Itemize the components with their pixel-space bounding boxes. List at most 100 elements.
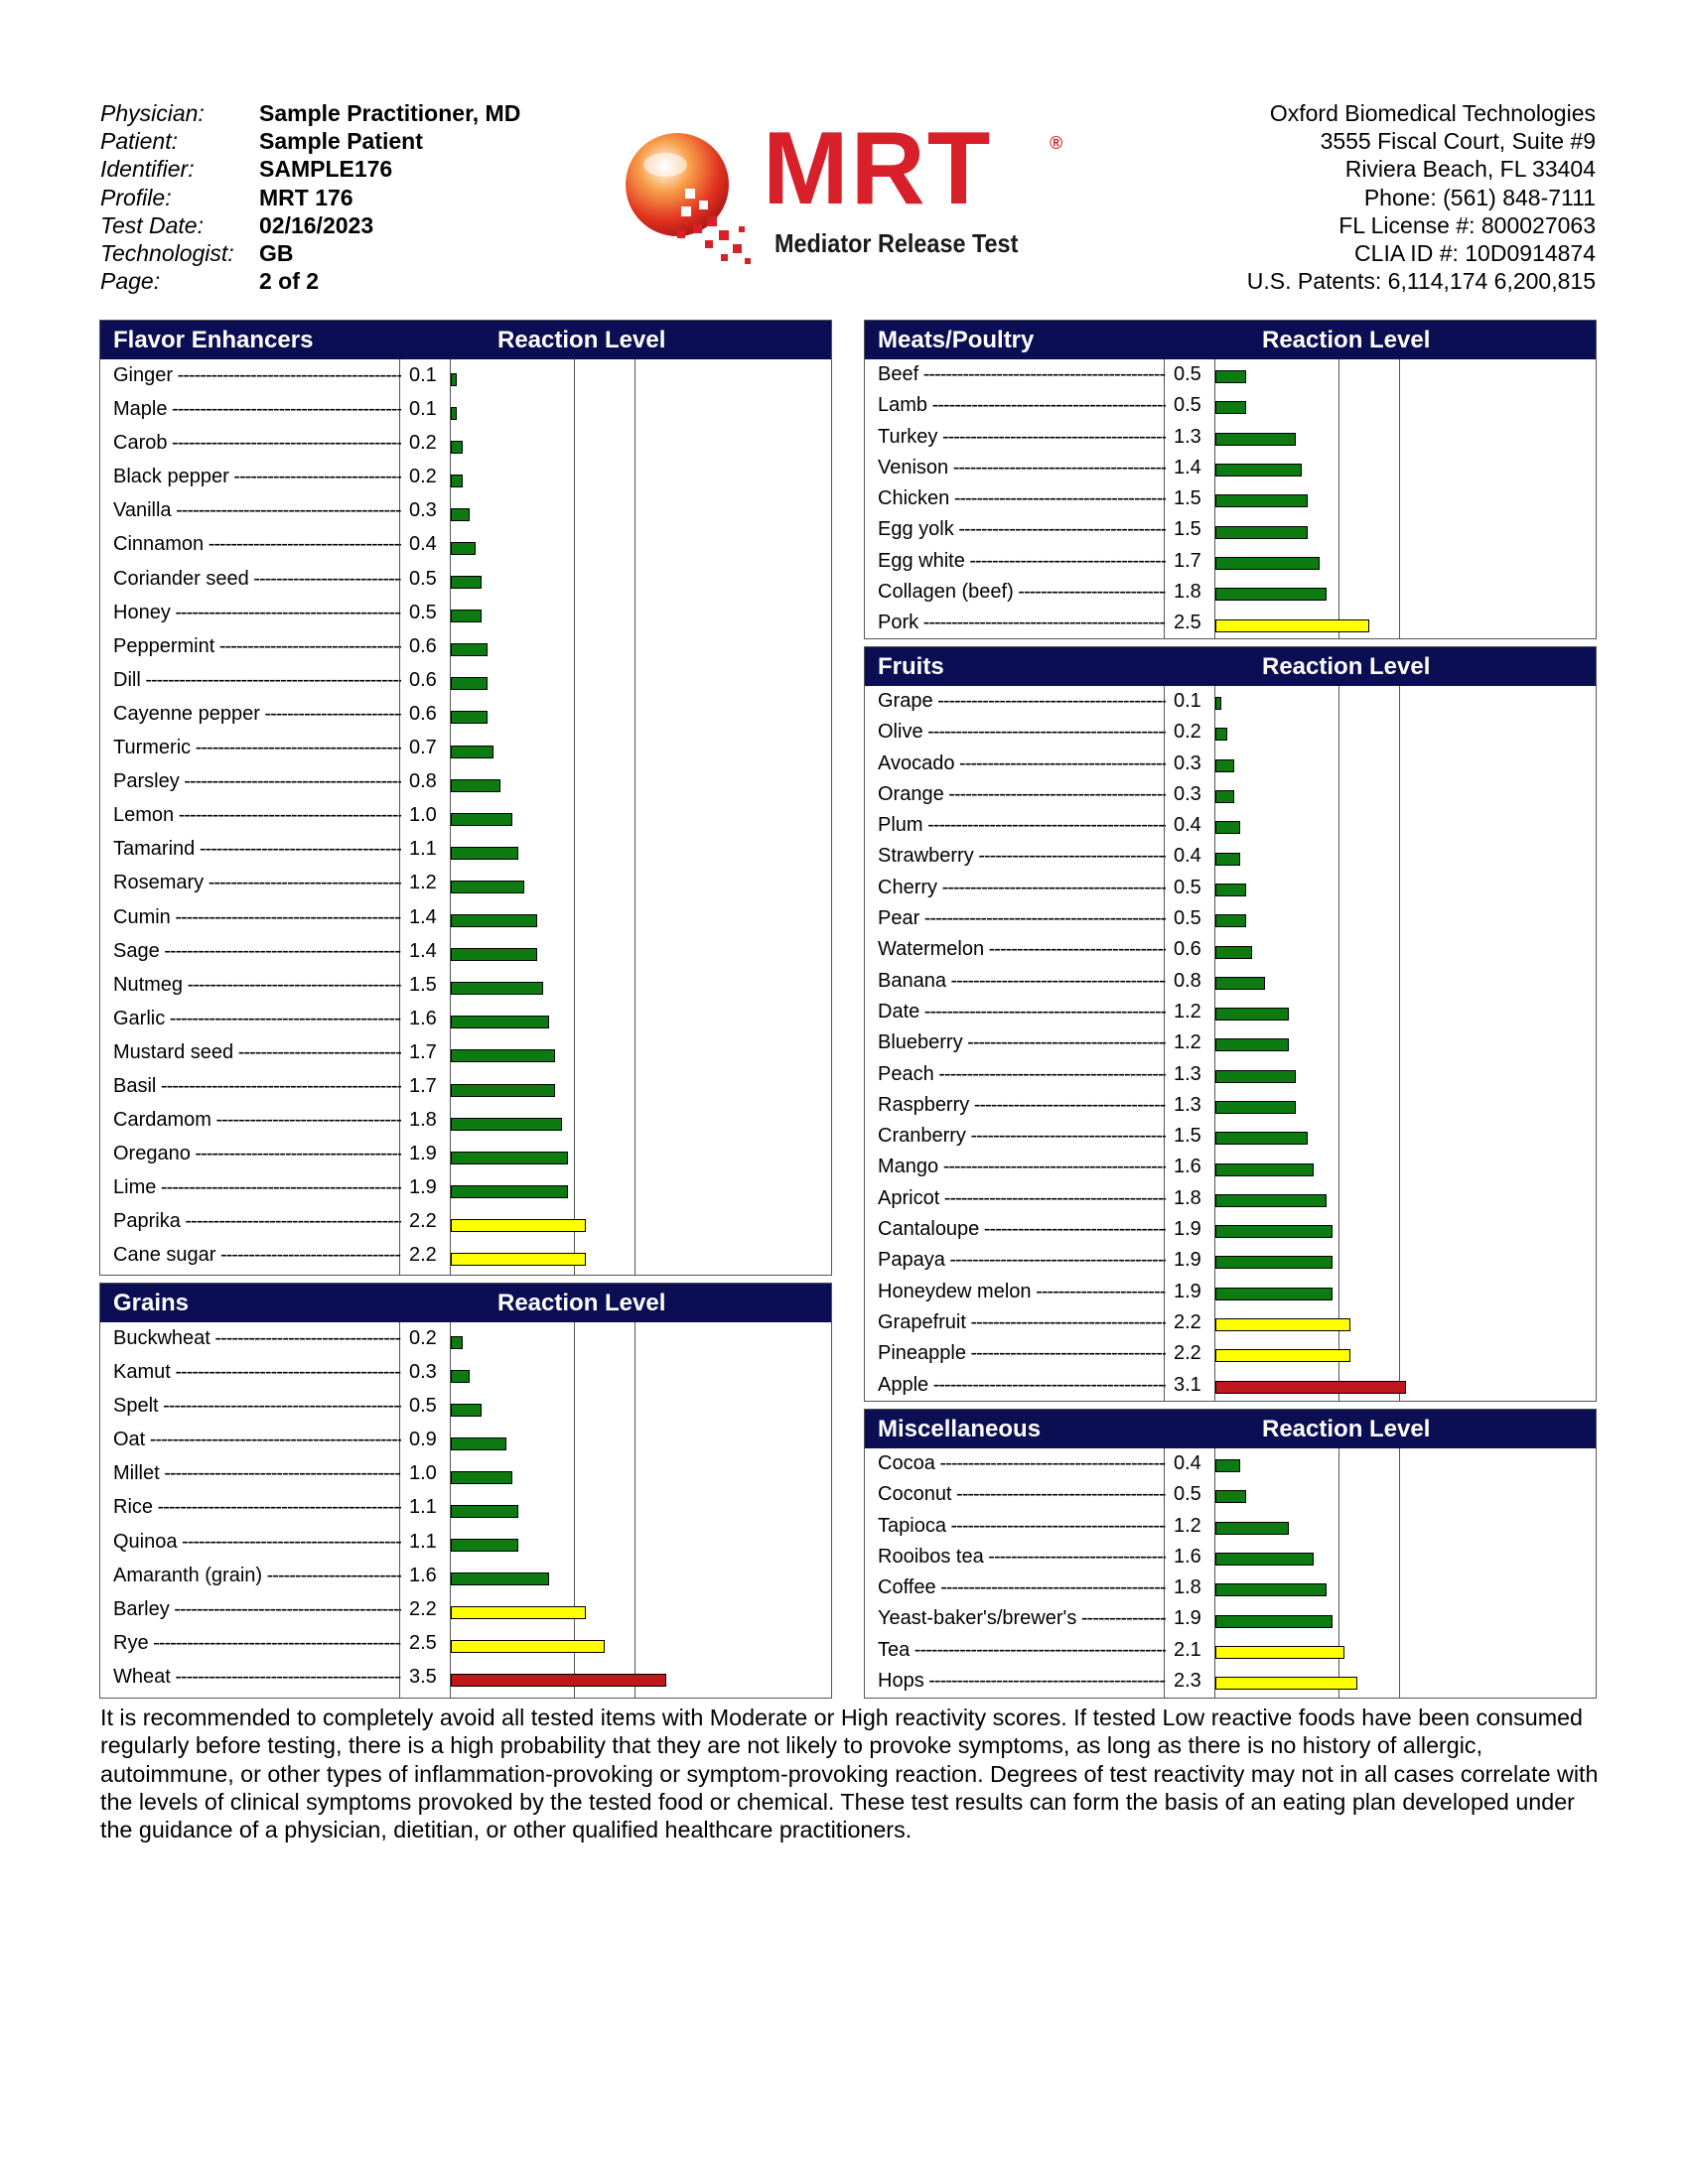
reaction-bar	[451, 1083, 556, 1097]
reaction-bar	[1215, 728, 1228, 742]
item-name: Quinoa	[113, 1531, 401, 1554]
item-value: 1.2	[1174, 1000, 1201, 1023]
item-value: 1.9	[409, 1143, 437, 1165]
reaction-level-header: Reaction Level	[1262, 327, 1431, 353]
item-row: Papaya 1.9	[865, 1246, 1596, 1277]
item-name: Cantaloupe	[878, 1218, 1166, 1241]
info-technologist: Technologist: GB	[100, 239, 520, 267]
lab-line: Phone: (561) 848-7111	[1363, 184, 1596, 210]
item-name: Egg white	[878, 550, 1166, 573]
item-value: 1.6	[1174, 1156, 1201, 1178]
item-row: Maple 0.1	[100, 395, 831, 429]
item-value: 0.3	[1174, 782, 1201, 805]
item-row: Ginger 0.1	[100, 361, 831, 395]
item-row: Peppermint 0.6	[100, 632, 831, 666]
item-value: 1.4	[409, 939, 437, 962]
reaction-bar	[1215, 1162, 1315, 1176]
reaction-bar	[451, 1572, 550, 1586]
info-test-date: Test Date: 02/16/2023	[100, 211, 520, 239]
item-row: Nutmeg 1.5	[100, 971, 831, 1005]
item-name: Black pepper	[113, 466, 401, 488]
item-value: 1.5	[409, 973, 437, 996]
reaction-bar	[451, 745, 494, 758]
reaction-bar	[1215, 1583, 1327, 1597]
item-row: Mango 1.6	[865, 1153, 1596, 1183]
info-label: Technologist:	[100, 240, 234, 267]
item-row: Millet 1.0	[100, 1459, 831, 1493]
reaction-bar	[451, 507, 470, 521]
reaction-bar	[1215, 1069, 1296, 1083]
reaction-bar	[451, 542, 476, 556]
item-name: Watermelon	[878, 938, 1166, 961]
logo-brand: MRT	[763, 111, 993, 226]
reaction-bar	[451, 1335, 464, 1349]
item-name: Rye	[113, 1632, 401, 1655]
item-name: Blueberry	[878, 1031, 1166, 1054]
item-value: 1.4	[1174, 456, 1201, 478]
reaction-bar	[451, 406, 458, 420]
lab-line: 3555 Fiscal Court, Suite #9	[1320, 128, 1596, 155]
reaction-bar	[451, 914, 537, 928]
item-name: Grape	[878, 690, 1166, 713]
item-row: Collagen (beef) 1.8	[865, 578, 1596, 609]
item-row: Date 1.2	[865, 998, 1596, 1028]
lab-line: U.S. Patents: 6,114,174 6,200,815	[1246, 268, 1596, 295]
reaction-bar	[1215, 1349, 1351, 1363]
info-value: 02/16/2023	[259, 211, 374, 238]
item-list: Grape 0.1 Olive 0.2 Avocado 0.3 Orange 0.3 Plum 0…	[865, 687, 1596, 1402]
item-value: 0.5	[1174, 1483, 1201, 1506]
item-row: Coffee 1.8	[865, 1573, 1596, 1604]
item-name: Raspberry	[878, 1094, 1166, 1117]
item-name: Honeydew melon	[878, 1281, 1166, 1303]
reaction-bar	[451, 576, 482, 590]
item-row: Paprika 2.2	[100, 1207, 831, 1241]
item-name: Chicken	[878, 487, 1166, 510]
reaction-bar	[1215, 556, 1321, 570]
reaction-bar	[451, 1016, 550, 1029]
item-row: Apple 3.1	[865, 1371, 1596, 1402]
item-value: 1.2	[1174, 1514, 1201, 1537]
info-label: Patient:	[100, 128, 178, 155]
item-value: 0.6	[1174, 938, 1201, 961]
item-name: Basil	[113, 1075, 401, 1098]
item-row: Tamarind 1.1	[100, 835, 831, 869]
item-row: Cayenne pepper 0.6	[100, 700, 831, 734]
item-name: Oat	[113, 1429, 401, 1451]
reaction-bar	[1215, 976, 1265, 990]
item-row: Oat 0.9	[100, 1426, 831, 1459]
reaction-bar	[1215, 1101, 1296, 1114]
item-name: Tapioca	[878, 1515, 1166, 1538]
info-value: MRT 176	[259, 184, 353, 210]
item-name: Tamarind	[113, 838, 401, 861]
item-name: Hops	[878, 1670, 1166, 1693]
item-name: Wheat	[113, 1666, 401, 1689]
info-label: Identifier:	[100, 156, 195, 183]
item-value: 2.2	[1174, 1310, 1201, 1333]
item-value: 1.4	[409, 905, 437, 928]
item-row: Honey 0.5	[100, 599, 831, 632]
item-row: Black pepper 0.2	[100, 463, 831, 496]
info-label: Test Date:	[100, 211, 204, 238]
item-name: Cinnamon	[113, 533, 401, 556]
info-identifier: Identifier: SAMPLE176	[100, 155, 520, 183]
item-name: Olive	[878, 721, 1166, 744]
item-row: Cherry 0.5	[865, 874, 1596, 904]
item-row: Mustard seed 1.7	[100, 1038, 831, 1072]
panel-header: Grains Reaction Level	[100, 1284, 831, 1322]
reaction-bar	[451, 1470, 512, 1484]
info-value: 2 of 2	[259, 268, 320, 295]
item-name: Turkey	[878, 426, 1166, 449]
reaction-bar	[1215, 1459, 1240, 1473]
item-row: Yeast-baker's/brewer's 1.9	[865, 1604, 1596, 1635]
panel-grains: Grains Reaction Level Buckwheat 0.2 Kamut 0…	[99, 1283, 832, 1699]
reaction-bar	[451, 1218, 587, 1232]
reaction-bar	[1215, 588, 1327, 602]
item-value: 1.0	[409, 804, 437, 827]
item-row: Buckwheat 0.2	[100, 1324, 831, 1358]
item-row: Strawberry 0.4	[865, 842, 1596, 873]
item-value: 1.8	[1174, 581, 1201, 604]
item-value: 2.5	[1174, 612, 1201, 634]
logo-registered: ®	[1050, 133, 1063, 153]
item-name: Strawberry	[878, 845, 1166, 868]
item-value: 1.8	[1174, 1186, 1201, 1209]
